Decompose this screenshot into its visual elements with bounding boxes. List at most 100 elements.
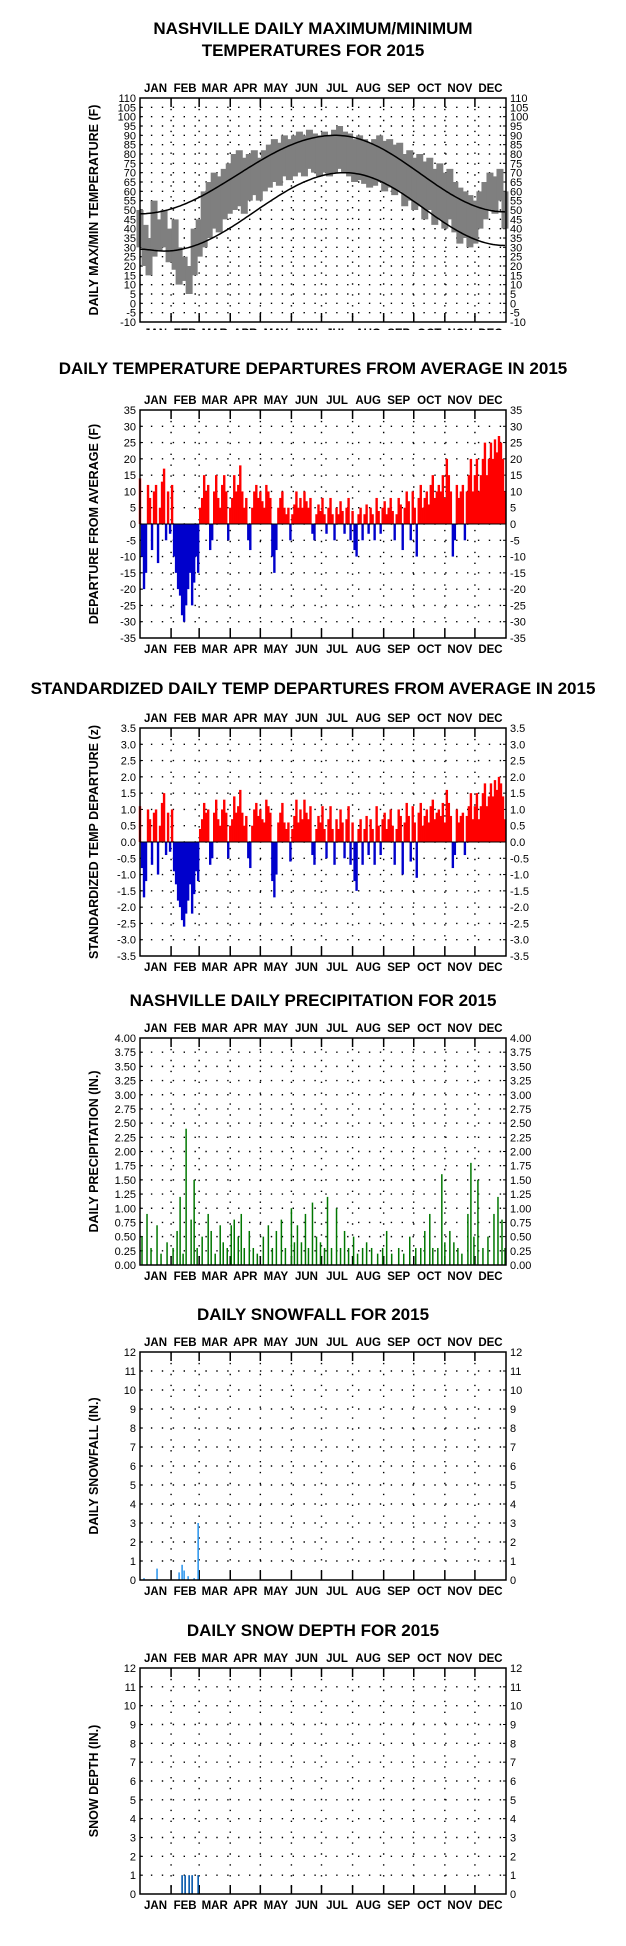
month-label-bottom: JAN [144, 328, 167, 330]
month-label-bottom: OCT [417, 1900, 441, 1912]
month-label-top: MAY [264, 395, 289, 407]
month-label-top: FEB [174, 1337, 197, 1349]
month-label-bottom: JUN [295, 1586, 318, 1598]
month-label-bottom: JAN [144, 1900, 167, 1912]
y-tick-label-left: -0.5 [117, 853, 136, 865]
y-tick-label-left: 10 [124, 486, 136, 498]
y-tick-label-left: 4 [130, 1499, 136, 1511]
month-label-bottom: SEP [387, 1271, 410, 1283]
y-tick-label-left: 1.0 [121, 804, 136, 816]
y-axis-label: DAILY SNOWFALL (IN.) [87, 1397, 101, 1534]
y-tick-label-right: -20 [510, 584, 526, 596]
month-label-top: APR [233, 1337, 258, 1349]
month-label-top: JAN [144, 395, 167, 407]
y-tick-label-right: 3.75 [510, 1047, 531, 1059]
chart-title: NASHVILLE DAILY PRECIPITATION FOR 2015 [130, 991, 497, 1010]
chart-title: NASHVILLE DAILY MAXIMUM/MINIMUM [153, 19, 472, 38]
month-label-top: FEB [174, 395, 197, 407]
month-label-top: JUN [295, 1337, 318, 1349]
month-label-top: JUL [326, 1337, 348, 1349]
y-tick-label-right: 4 [510, 1814, 516, 1826]
y-tick-label-left: 0.25 [115, 1246, 136, 1258]
month-label-top: MAY [264, 1653, 289, 1665]
y-tick-label-left: 2.5 [121, 756, 136, 768]
temperature-departure-chart: DAILY TEMPERATURE DEPARTURES FROM AVERAG… [59, 359, 568, 656]
y-tick-label-left: 7 [130, 1442, 136, 1454]
y-tick-label-left: 0.00 [115, 1260, 136, 1272]
y-tick-label-right: -25 [510, 600, 526, 612]
month-label-top: SEP [387, 1653, 410, 1665]
month-label-bottom: MAY [264, 1586, 289, 1598]
y-tick-label-right: 1.0 [510, 804, 525, 816]
y-tick-label-left: -20 [120, 584, 136, 596]
month-label-top: MAY [264, 83, 289, 95]
month-label-top: OCT [417, 1653, 441, 1665]
month-label-bottom: MAR [202, 328, 229, 330]
month-label-top: JUN [295, 395, 318, 407]
y-tick-label-left: -35 [120, 633, 136, 645]
month-label-top: JAN [144, 1653, 167, 1665]
y-tick-label-right: 2.0 [510, 772, 525, 784]
month-label-top: FEB [174, 1653, 197, 1665]
y-tick-label-right: 2 [510, 1537, 516, 1549]
month-label-top: AUG [355, 713, 381, 725]
y-tick-label-right: 6 [510, 1776, 516, 1788]
y-tick-label-right: 12 [510, 1347, 522, 1359]
y-tick-label-left: -1.5 [117, 886, 136, 898]
month-label-bottom: JUL [326, 644, 348, 656]
month-label-top: OCT [417, 1337, 441, 1349]
y-tick-label-right: 0.50 [510, 1232, 531, 1244]
y-tick-label-right: 80 [510, 149, 522, 161]
y-tick-label-left: 25 [124, 438, 136, 450]
month-label-bottom: JUN [295, 328, 318, 330]
y-axis-label: DEPARTURE FROM AVERAGE (F) [87, 424, 101, 624]
month-label-top: MAY [264, 1023, 289, 1035]
y-tick-label-left: 85 [124, 140, 136, 152]
y-tick-label-left: 11 [125, 1366, 136, 1378]
month-label-bottom: JUL [326, 1586, 348, 1598]
y-tick-label-right: 9 [510, 1404, 516, 1416]
y-tick-label-right: 11 [510, 1682, 521, 1694]
y-tick-label-left: 1.5 [121, 788, 136, 800]
month-label-top: DEC [478, 83, 502, 95]
y-tick-label-left: 0.5 [121, 821, 136, 833]
y-tick-label-left: 10 [124, 280, 136, 292]
month-label-top: APR [233, 1023, 258, 1035]
y-tick-label-left: 3.50 [115, 1061, 136, 1073]
month-label-bottom: MAR [202, 962, 229, 974]
y-tick-label-left: 0.0 [121, 837, 136, 849]
y-tick-label-right: 95 [510, 121, 522, 133]
y-tick-label-left: 3.5 [121, 723, 136, 735]
y-tick-label-left: 5 [130, 503, 136, 515]
month-label-top: SEP [387, 1337, 410, 1349]
y-tick-label-right: -15 [510, 568, 526, 580]
y-tick-label-right: 0 [510, 519, 516, 531]
month-label-bottom: AUG [355, 1586, 381, 1598]
y-tick-label-left: -10 [120, 552, 136, 564]
y-tick-label-right: 75 [510, 158, 522, 170]
month-label-top: JUL [326, 395, 348, 407]
month-label-bottom: NOV [447, 644, 472, 656]
month-label-top: APR [233, 713, 258, 725]
month-label-bottom: AUG [355, 1900, 381, 1912]
y-tick-label-right: -30 [510, 617, 526, 629]
y-tick-label-left: 3 [130, 1518, 136, 1530]
y-tick-label-left: 90 [124, 130, 136, 142]
y-tick-label-left: 0.75 [115, 1217, 136, 1229]
month-label-bottom: MAY [264, 1900, 289, 1912]
month-label-bottom: JAN [144, 644, 167, 656]
y-tick-label-left: 105 [118, 102, 136, 114]
month-label-top: NOV [447, 1653, 472, 1665]
month-label-top: APR [233, 395, 258, 407]
month-label-bottom: MAY [264, 328, 289, 330]
y-tick-label-right: 85 [510, 140, 522, 152]
month-label-bottom: NOV [447, 962, 472, 974]
y-tick-label-left: 0 [130, 298, 136, 310]
month-label-top: JUL [326, 713, 348, 725]
month-label-top: FEB [174, 1023, 197, 1035]
y-tick-label-left: 6 [130, 1776, 136, 1788]
y-tick-label-right: 2.00 [510, 1147, 531, 1159]
y-tick-label-left: 35 [124, 405, 136, 417]
month-label-top: DEC [478, 1337, 502, 1349]
